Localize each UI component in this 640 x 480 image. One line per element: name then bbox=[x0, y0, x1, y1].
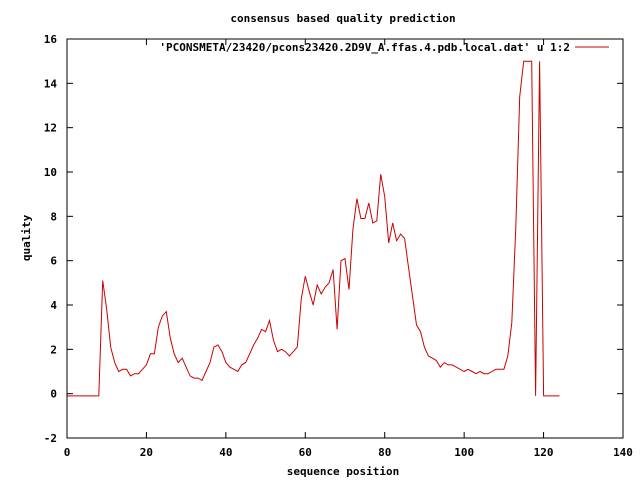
y-axis-label: quality bbox=[20, 214, 33, 261]
y-tick-label: 14 bbox=[44, 77, 58, 90]
series-layer bbox=[67, 60, 560, 397]
y-tick-label: 8 bbox=[50, 210, 57, 223]
x-tick-label: 140 bbox=[613, 446, 633, 459]
x-tick-label: 0 bbox=[64, 446, 71, 459]
plot-frame bbox=[66, 38, 624, 439]
x-tick-label: 120 bbox=[534, 446, 554, 459]
x-tick-label: 80 bbox=[378, 446, 391, 459]
y-tick-label: 4 bbox=[50, 299, 57, 312]
y-tick-label: 2 bbox=[50, 343, 57, 356]
legend-label: 'PCONSMETA/23420/pcons23420.2D9V_A.ffas.… bbox=[159, 41, 570, 54]
axis-ticks bbox=[66, 38, 624, 439]
chart-title: consensus based quality prediction bbox=[230, 12, 455, 25]
legend: 'PCONSMETA/23420/pcons23420.2D9V_A.ffas.… bbox=[159, 41, 609, 54]
y-tick-label: 12 bbox=[44, 122, 57, 135]
y-tick-label: 10 bbox=[44, 166, 57, 179]
x-tick-label: 20 bbox=[140, 446, 153, 459]
x-tick-label: 40 bbox=[219, 446, 232, 459]
x-tick-labels: 0 20 40 60 80 100 120 140 bbox=[64, 446, 633, 459]
x-tick-label: 100 bbox=[454, 446, 474, 459]
series-line bbox=[67, 60, 560, 397]
x-axis-label: sequence position bbox=[287, 465, 400, 478]
y-tick-label: 0 bbox=[50, 388, 57, 401]
y-tick-labels: -2 0 2 4 6 8 10 12 14 16 bbox=[44, 33, 58, 445]
y-tick-label: 16 bbox=[44, 33, 58, 46]
x-tick-label: 60 bbox=[299, 446, 312, 459]
y-tick-label: -2 bbox=[44, 432, 57, 445]
y-tick-label: 6 bbox=[50, 255, 57, 268]
